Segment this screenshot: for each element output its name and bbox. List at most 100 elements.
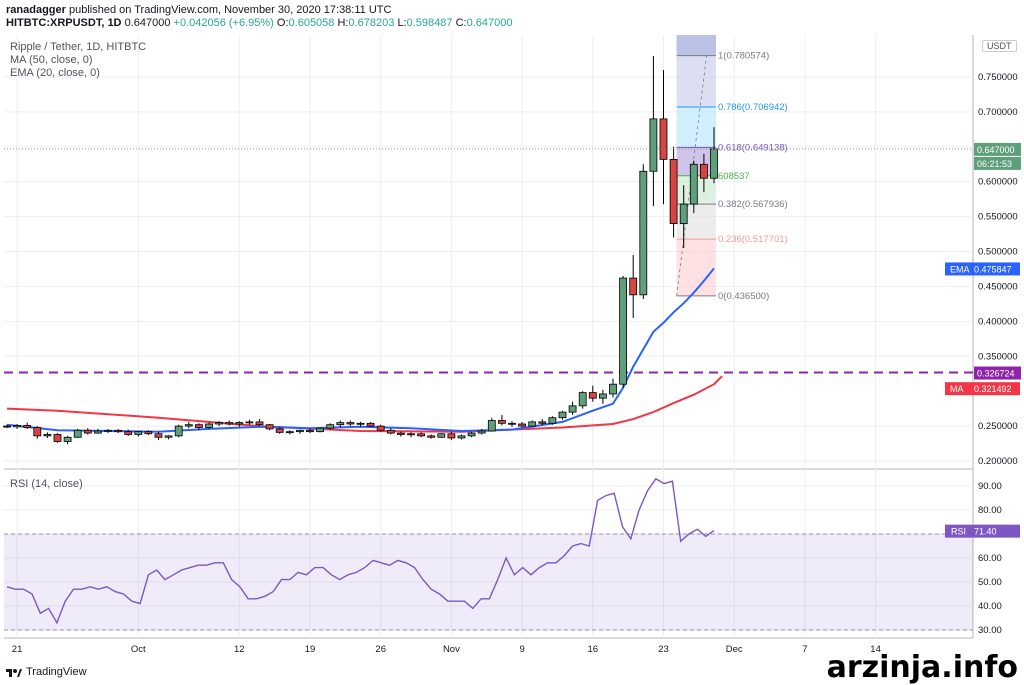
candle — [215, 421, 224, 427]
candle — [578, 391, 587, 409]
candle-body — [386, 429, 395, 434]
candle-body — [599, 393, 607, 399]
candle — [295, 429, 304, 434]
candle-body — [114, 429, 122, 433]
candle — [508, 421, 516, 427]
ma-tag-value: 0.321492 — [974, 384, 1012, 394]
rsi-tag-title: RSI — [951, 527, 966, 537]
candle-body — [639, 170, 648, 296]
time-tick-label: 21 — [12, 644, 23, 655]
candle-body — [447, 433, 456, 439]
candle-body — [346, 422, 355, 425]
candle-body — [528, 421, 537, 427]
time-tick-label: 26 — [375, 644, 386, 655]
candle-body — [487, 420, 496, 432]
candle-body — [548, 417, 557, 424]
ohlc-bar: HITBTC:XRPUSDT, 1D 0.647000 +0.042056 (+… — [6, 17, 512, 29]
rsi-tag-value: 71.40 — [974, 527, 997, 537]
countdown-tag: 06:21:53 — [974, 156, 1021, 170]
candle — [205, 422, 213, 429]
candle-body — [124, 431, 133, 435]
candle-body — [23, 424, 32, 428]
candle-body — [508, 422, 516, 425]
candle — [599, 389, 607, 404]
candle-body — [588, 392, 597, 399]
candle — [669, 146, 678, 238]
candle — [700, 153, 708, 193]
price-tick-label: 0.350000 — [978, 351, 1018, 362]
ma-legend[interactable]: MA (50, close, 0) — [10, 54, 93, 66]
ema-tag-value: 0.475847 — [974, 264, 1012, 274]
candle — [639, 164, 648, 300]
candle — [609, 378, 617, 398]
high-label: H: — [337, 17, 349, 29]
candle — [356, 421, 365, 427]
candle-body — [366, 422, 375, 427]
candle — [33, 426, 42, 439]
candle-body — [477, 430, 486, 434]
fib-level-label: 608537 — [718, 171, 750, 182]
tradingview-logo-icon — [6, 669, 22, 677]
countdown-tag-value: 06:21:53 — [977, 159, 1012, 169]
candle-body — [3, 425, 11, 428]
rsi-tag-bg — [945, 524, 1020, 538]
candle — [265, 423, 274, 431]
candle — [174, 424, 183, 438]
candle-body — [467, 432, 476, 437]
last-price: 0.647000 — [124, 17, 171, 29]
author-name[interactable]: ranadagger — [6, 4, 66, 16]
candle-body — [629, 277, 638, 296]
rsi-legend[interactable]: RSI (14, close) — [10, 478, 83, 490]
candle-body — [700, 163, 708, 179]
candle-body — [538, 421, 547, 424]
candle — [689, 160, 698, 214]
candle — [568, 401, 577, 415]
tradingview-logo[interactable]: TradingView — [6, 666, 87, 678]
fib-level-label: 0.236(0.517701) — [718, 234, 788, 245]
candle — [427, 434, 436, 439]
open-value: 0.605058 — [288, 17, 335, 29]
last-price-tag-value: 0.647000 — [977, 145, 1015, 155]
ema-legend[interactable]: EMA (20, close, 0) — [10, 67, 100, 79]
candle-body — [558, 411, 567, 419]
price-change: +0.042056 (+6.95%) — [173, 17, 274, 29]
candle-body — [336, 422, 345, 426]
candles — [3, 56, 718, 445]
candle — [194, 423, 203, 431]
candle-body — [376, 425, 385, 431]
candle — [659, 70, 668, 205]
publish-info: ranadagger published on TradingView.com,… — [6, 4, 391, 16]
last-price-tag: 0.647000 — [974, 142, 1021, 156]
candle-body — [265, 424, 274, 430]
candle — [457, 434, 466, 440]
candle-body — [184, 424, 193, 427]
candle-body — [316, 427, 325, 433]
candle — [154, 431, 163, 441]
last-price-tag-bg — [974, 142, 1021, 156]
candle-body — [205, 423, 213, 428]
support-tag: 0.326724 — [974, 366, 1021, 380]
indicator-lines — [4, 267, 973, 625]
candle — [487, 417, 496, 432]
candle — [588, 385, 597, 402]
rsi-tick-label: 90.00 — [978, 481, 1002, 492]
candle-body — [326, 424, 335, 429]
candle — [417, 432, 426, 438]
price-tick-label: 0.550000 — [978, 212, 1018, 223]
candle — [104, 428, 112, 434]
candle-body — [689, 163, 698, 205]
time-tick-label: Dec — [726, 644, 743, 655]
fibonacci-retracement[interactable]: 1(0.780574) 0.786(0.706942) 0.618(0.649138… — [676, 35, 788, 302]
candle — [83, 428, 92, 435]
candle-body — [94, 430, 102, 434]
fib-level-label: 0.786(0.706942) — [718, 102, 788, 113]
candle-body — [225, 422, 234, 425]
currency-badge[interactable]: USDT — [982, 40, 1017, 52]
time-tick-label: Oct — [131, 644, 146, 655]
candle — [366, 421, 375, 427]
chart-title: Ripple / Tether, 1D, HITBTC — [10, 41, 147, 53]
publish-text: published on TradingView.com, November 3… — [68, 4, 392, 16]
candle — [497, 414, 506, 426]
candle — [558, 410, 567, 420]
